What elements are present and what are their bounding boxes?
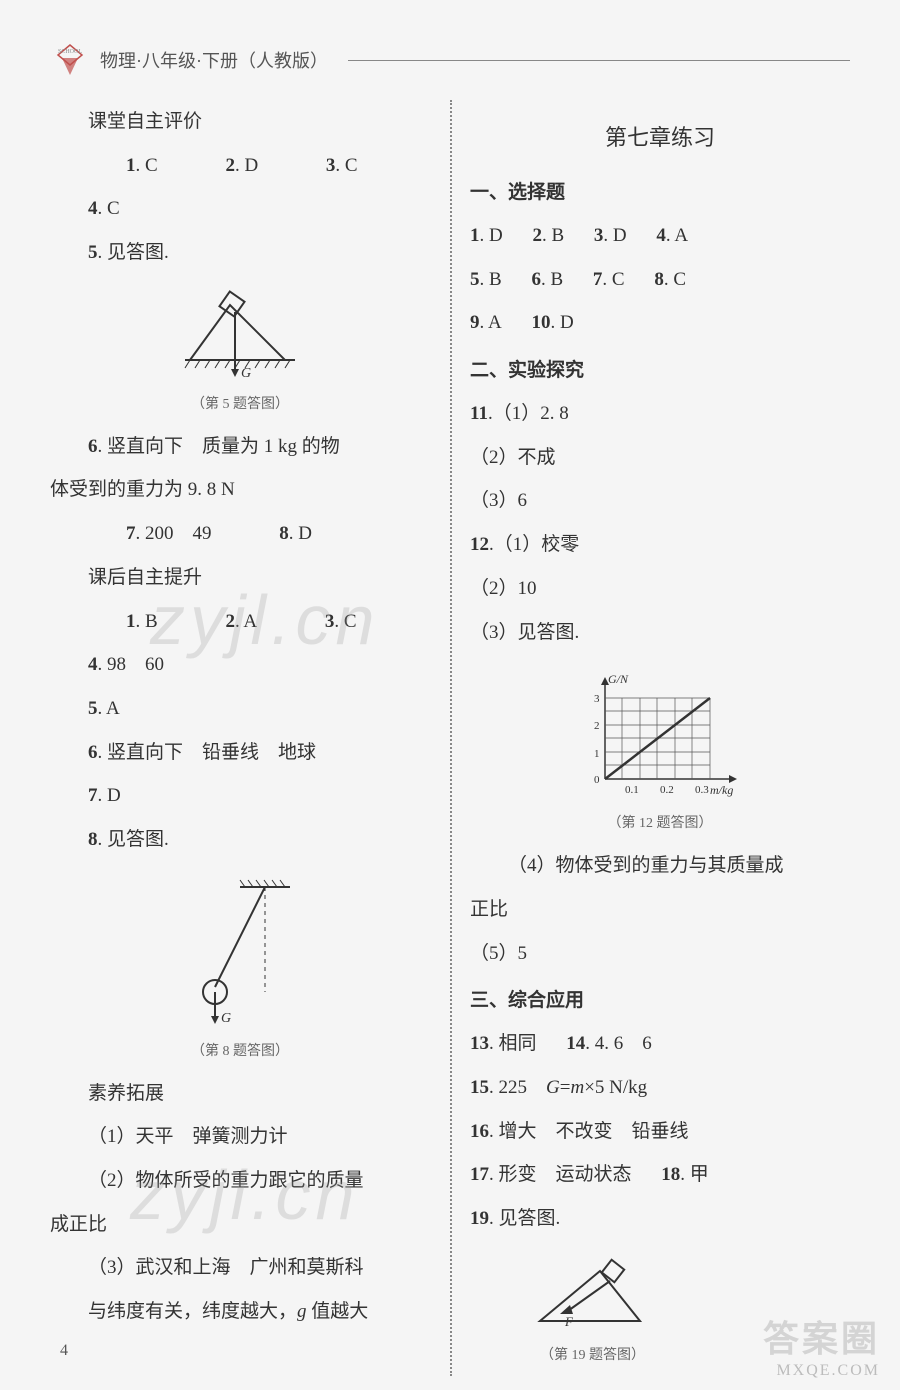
s3-q3: （3）武汉和上海 广州和莫斯科 xyxy=(50,1246,430,1290)
sec1-title: 一、选择题 xyxy=(470,177,850,204)
section-title: 课堂自主评价 xyxy=(50,100,430,144)
answer-q5: 5. 见答图. xyxy=(50,231,430,275)
q11-1: 11.（1）2. 8 xyxy=(470,392,850,436)
svg-text:G/N: G/N xyxy=(608,672,629,686)
answer-q6-cont: 体受到的重力为 9. 8 N xyxy=(50,468,430,512)
answer-row-r2: 5. B 6. B 7. C 8. C xyxy=(470,258,850,302)
chart-12: G/N m/kg 0 1 2 3 0.1 0.2 0.3 xyxy=(470,669,850,804)
column-divider xyxy=(450,100,452,1376)
svg-text:SCHOOL: SCHOOL xyxy=(58,49,82,55)
q19: 19. 见答图. xyxy=(470,1197,850,1241)
left-column: 课堂自主评价 1. C 2. D 3. C 4. C 5. 见答图. xyxy=(50,100,445,1376)
chapter-title: 第七章练习 xyxy=(470,120,850,152)
diagram-5-caption: （第 5 题答图） xyxy=(50,393,430,413)
header-rule xyxy=(348,60,850,61)
q12-1: 12.（1）校零 xyxy=(470,523,850,567)
answer-row-s2: 1. B 2. A 3. C xyxy=(50,600,430,644)
q16: 16. 增大 不改变 铅垂线 xyxy=(470,1110,850,1154)
answer-row: 1. C 2. D 3. C 4. C xyxy=(50,144,430,231)
q12-2: （2）10 xyxy=(470,567,850,611)
q12-4: （4）物体受到的重力与其质量成 xyxy=(470,844,850,888)
svg-text:G: G xyxy=(221,1011,231,1026)
s3-q2-cont: 成正比 xyxy=(50,1203,430,1247)
q15: 15. 225 G=m×5 N/kg xyxy=(470,1066,850,1110)
page-number: 4 xyxy=(60,1342,68,1360)
svg-text:2: 2 xyxy=(594,720,600,732)
answer-q6b: 6. 竖直向下 铅垂线 地球 xyxy=(50,731,430,775)
right-column: 第七章练习 一、选择题 1. D 2. B 3. D 4. A 5. B 6. … xyxy=(455,100,850,1376)
answer-row-r3: 9. A 10. D xyxy=(470,301,850,345)
header-subject: 物理·八年级·下册（人教版） xyxy=(100,47,328,73)
answer-row-r1: 1. D 2. B 3. D 4. A xyxy=(470,214,850,258)
svg-text:1: 1 xyxy=(594,748,600,760)
answer-q5b: 5. A xyxy=(50,687,430,731)
answer-q7b: 7. D xyxy=(50,774,430,818)
diagram-8-caption: （第 8 题答图） xyxy=(50,1040,430,1060)
corner-wm-text2: MXQE.COM xyxy=(763,1362,880,1380)
svg-text:0.2: 0.2 xyxy=(660,784,674,796)
svg-text:m/kg: m/kg xyxy=(710,783,733,797)
corner-watermark: 答案圈 MXQE.COM xyxy=(763,1310,880,1380)
answer-q6: 6. 竖直向下 质量为 1 kg 的物 xyxy=(50,425,430,469)
sec3-title: 三、综合应用 xyxy=(470,985,850,1012)
svg-text:0.3: 0.3 xyxy=(695,784,709,796)
answer-q4: 4. 98 60 xyxy=(50,643,430,687)
q13-14: 13. 相同 14. 4. 6 6 xyxy=(470,1022,850,1066)
corner-wm-text1: 答案圈 xyxy=(763,1310,880,1362)
svg-text:0.1: 0.1 xyxy=(625,784,639,796)
s3-q3-cont: 与纬度有关，纬度越大，g 值越大 xyxy=(50,1290,430,1334)
chart-12-caption: （第 12 题答图） xyxy=(470,812,850,832)
diagram-5: G xyxy=(50,290,430,385)
page-header: SCHOOL 物理·八年级·下册（人教版） xyxy=(50,40,850,80)
svg-text:G: G xyxy=(241,366,251,380)
diagram-8: G xyxy=(50,877,430,1032)
sec2-title: 二、实验探究 xyxy=(470,355,850,382)
section-title-3: 素养拓展 xyxy=(50,1072,430,1116)
q12-5: （5）5 xyxy=(470,932,850,976)
q11-2: （2）不成 xyxy=(470,436,850,480)
q12-3: （3）见答图. xyxy=(470,611,850,655)
s3-q2: （2）物体所受的重力跟它的质量 xyxy=(50,1159,430,1203)
svg-text:3: 3 xyxy=(594,693,600,705)
school-logo-icon: SCHOOL xyxy=(50,40,90,80)
q17-18: 17. 形变 运动状态 18. 甲 xyxy=(470,1153,850,1197)
svg-text:F: F xyxy=(564,1314,574,1329)
svg-text:0: 0 xyxy=(594,774,600,786)
q12-4-cont: 正比 xyxy=(470,888,850,932)
s3-q1: （1）天平 弹簧测力计 xyxy=(50,1115,430,1159)
section-title-2: 课后自主提升 xyxy=(50,556,430,600)
answer-q8b: 8. 见答图. xyxy=(50,818,430,862)
answer-row-78: 7. 200 49 8. D xyxy=(50,512,430,556)
q11-3: （3）6 xyxy=(470,479,850,523)
